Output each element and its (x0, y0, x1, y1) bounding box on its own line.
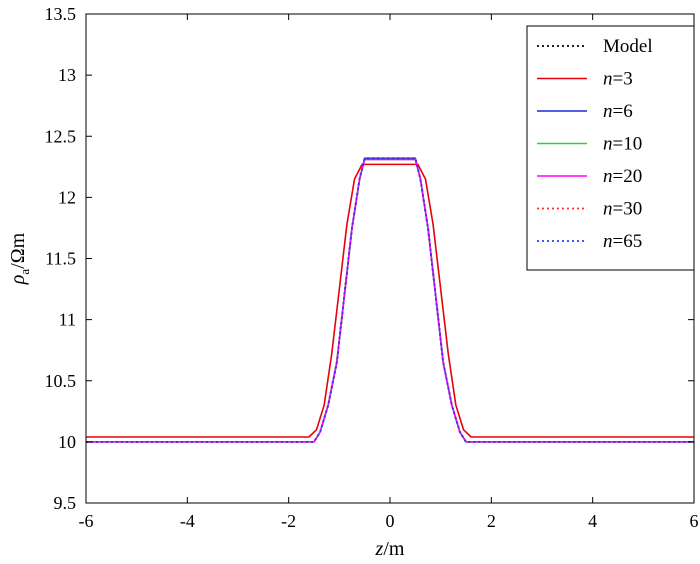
legend-label-rest: =3 (613, 69, 633, 90)
legend-label-italic: n (603, 231, 613, 252)
x-tick-label: 6 (690, 511, 699, 531)
y-tick-label: 13.5 (45, 4, 77, 24)
y-tick-label: 12.5 (45, 126, 77, 146)
series-line-n-20 (86, 158, 694, 443)
legend-label: n=6 (603, 101, 633, 122)
x-axis-ticks: -6 -4 -2 0 2 4 6 (79, 14, 699, 531)
legend-label-rest: =10 (613, 134, 643, 155)
series-lines (86, 157, 694, 443)
x-tick-label: -2 (281, 511, 296, 531)
legend-label: n=10 (603, 134, 642, 155)
x-tick-label: -4 (180, 511, 195, 531)
legend-label-italic: n (603, 199, 613, 220)
y-tick-label: 11.5 (45, 249, 76, 269)
x-axis-label-rest: /m (383, 538, 405, 560)
legend-label-rest: =20 (613, 166, 643, 187)
y-tick-label: 11 (59, 310, 76, 330)
legend-label-rest: =6 (613, 101, 633, 122)
legend-label-rest: =30 (613, 199, 643, 220)
series-line-n-3 (86, 163, 694, 438)
legend-label-italic: n (603, 101, 613, 122)
y-tick-label: 13 (58, 65, 76, 85)
x-tick-label: 2 (487, 511, 496, 531)
x-axis-label-italic: z (375, 538, 384, 560)
legend-label-italic: n (603, 166, 613, 187)
y-tick-label: 10.5 (45, 371, 77, 391)
legend-box (526, 25, 695, 271)
legend-label: n=3 (603, 69, 633, 90)
legend-label: Model (603, 36, 653, 57)
legend-label: n=30 (603, 199, 642, 220)
legend-label-italic: n (603, 134, 613, 155)
y-axis-label-rest: /Ωm (7, 232, 29, 268)
legend-label-italic: n (603, 69, 613, 90)
legend-label: n=20 (603, 166, 642, 187)
y-axis-ticks: 9.5 10 10.5 11 11.5 12 12.5 13 13.5 (45, 4, 694, 513)
y-tick-label: 12 (58, 187, 76, 207)
y-axis-label-symbol: ρ (7, 275, 29, 286)
x-tick-label: -6 (79, 511, 94, 531)
y-tick-label: 9.5 (54, 493, 77, 513)
legend-label-rest: =65 (613, 231, 643, 252)
legend-label: n=65 (603, 231, 642, 252)
x-tick-label: 4 (588, 511, 597, 531)
legend-label-rest: Model (603, 36, 653, 57)
x-axis-label: z/m (375, 538, 405, 560)
y-tick-label: 10 (58, 432, 76, 452)
y-axis-label: ρa/Ωm (7, 232, 32, 285)
x-tick-label: 0 (386, 511, 395, 531)
y-axis-label-subscript: a (17, 269, 32, 275)
